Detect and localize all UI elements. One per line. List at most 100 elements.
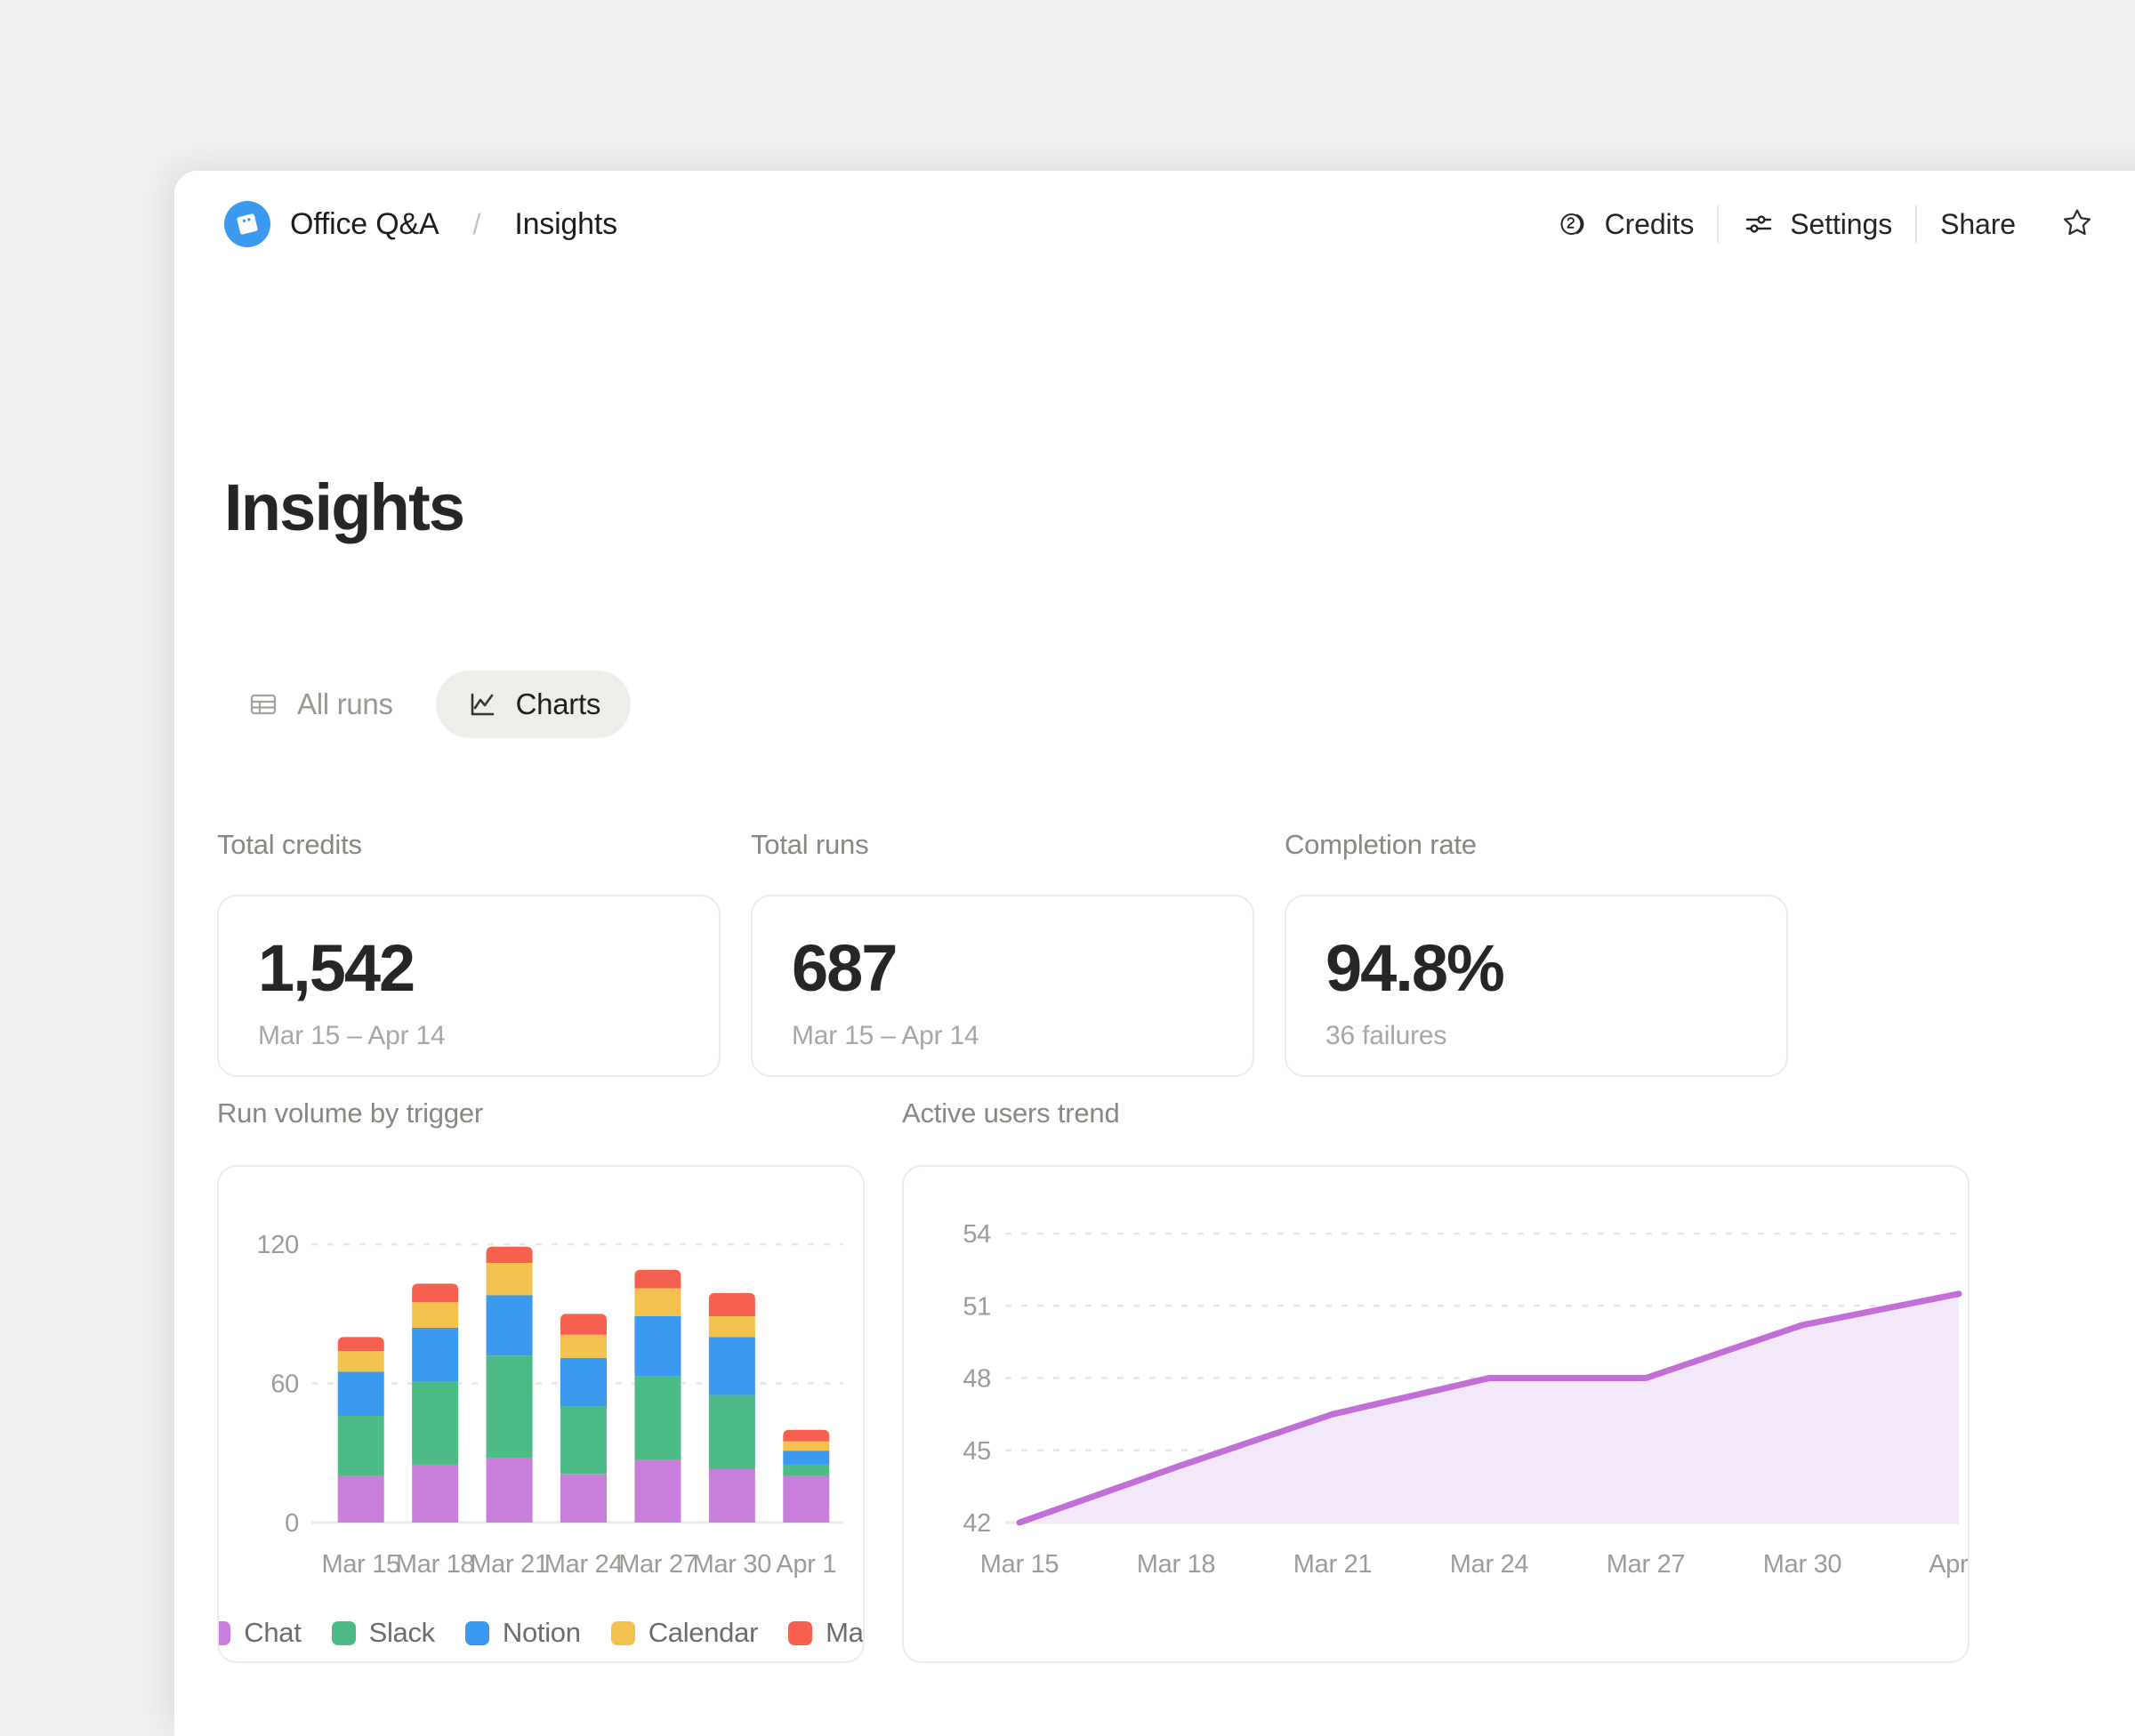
bar-segment	[560, 1474, 607, 1523]
bar-segment	[634, 1315, 681, 1377]
sliders-icon	[1742, 207, 1776, 241]
credits-button[interactable]: Credits	[1534, 207, 1718, 241]
bar-segment	[337, 1351, 384, 1372]
bar-x-tick: Mar 24	[544, 1550, 624, 1579]
favorite-button[interactable]	[2039, 204, 2115, 245]
bar-x-tick: Apr 1	[776, 1550, 836, 1579]
table-icon	[247, 688, 279, 720]
stat-completion-rate: Completion rate 94.8% 36 failures	[1285, 829, 1788, 1077]
bar-segment	[783, 1475, 830, 1523]
legend-swatch	[331, 1620, 356, 1645]
bar-x-tick: Mar 30	[693, 1550, 771, 1579]
tab-charts[interactable]: Charts	[435, 671, 632, 738]
legend-item[interactable]: Slack	[331, 1617, 436, 1649]
line-chart-card[interactable]: 42 45 48 51 54 Mar 15 Mar 18 Mar 21 Mar 24 Mar 27…	[902, 1165, 1970, 1663]
bar-segment	[412, 1283, 459, 1303]
line-y-tick: 51	[963, 1292, 991, 1321]
stat-label: Total runs	[751, 829, 869, 860]
line-x-tick: Mar 24	[1450, 1550, 1529, 1579]
breadcrumb-page[interactable]: Insights	[514, 206, 617, 241]
legend-item[interactable]: Notion	[464, 1617, 581, 1649]
bar-segment	[783, 1451, 830, 1465]
legend-label: Calendar	[648, 1617, 759, 1648]
line-x-tick: Mar 27	[1607, 1550, 1685, 1579]
share-button[interactable]: Share	[1917, 208, 2039, 241]
breadcrumb-workspace[interactable]: Office Q&A	[290, 206, 439, 241]
share-label: Share	[1940, 207, 2016, 240]
bar-segment	[634, 1376, 681, 1460]
bar-y-tick: 0	[285, 1509, 299, 1538]
legend-label: Slack	[368, 1617, 436, 1648]
line-x-tick: Mar 30	[1763, 1550, 1841, 1579]
bar-segment	[412, 1327, 459, 1381]
breadcrumb: Office Q&A / Insights	[224, 201, 617, 247]
stat-total-credits: Total credits 1,542 Mar 15 – Apr 14	[217, 829, 721, 1077]
bar-segment	[560, 1406, 607, 1475]
topbar-divider-2	[1915, 205, 1918, 243]
legend-item[interactable]: Chat	[219, 1617, 302, 1649]
legend-label: Chat	[244, 1617, 302, 1648]
area-fill	[1019, 1293, 1959, 1523]
more-options-button[interactable]	[2115, 213, 2135, 236]
line-y-tick: 54	[963, 1220, 991, 1249]
bar-segment	[412, 1380, 459, 1465]
stat-cards: Total credits 1,542 Mar 15 – Apr 14 Tota…	[217, 829, 1788, 1077]
coin-icon	[1557, 207, 1591, 241]
bar-segment	[560, 1357, 607, 1407]
bar-x-tick: Mar 15	[321, 1550, 399, 1579]
bar-segment	[634, 1459, 681, 1523]
app-window: Office Q&A / Insights Credits	[174, 171, 2135, 1736]
bar-segment	[708, 1315, 755, 1338]
stat-value: 94.8%	[1325, 931, 1505, 1005]
legend-label: Notion	[502, 1617, 581, 1648]
topbar-divider-1	[1717, 205, 1720, 243]
bar-segment	[337, 1371, 384, 1417]
bar-segment	[783, 1441, 830, 1451]
bar-segment	[560, 1334, 607, 1358]
stat-value: 1,542	[258, 931, 415, 1005]
page-title: Insights	[224, 470, 465, 544]
bar-chart-card[interactable]: 0 60 120 Mar 15 Mar 18 Mar 21 Mar 24 Mar 27 Mar …	[217, 1165, 865, 1663]
line-y-tick: 45	[963, 1437, 991, 1466]
line-x-tick: Mar 15	[980, 1550, 1059, 1579]
breadcrumb-separator: /	[472, 207, 481, 240]
stat-card[interactable]: 1,542 Mar 15 – Apr 14	[217, 895, 721, 1077]
legend-item[interactable]: Mail	[788, 1617, 864, 1649]
chart-active-users: Active users trend 42 45 48 51 54 Mar 15 Mar 1…	[902, 1097, 1970, 1663]
bar-segment	[486, 1295, 533, 1356]
bar-segment	[634, 1288, 681, 1316]
line-chart-icon	[466, 688, 498, 720]
legend-swatch	[464, 1620, 489, 1645]
stat-card[interactable]: 94.8% 36 failures	[1285, 895, 1788, 1077]
bar-segment	[708, 1394, 755, 1470]
bar-segment	[486, 1355, 533, 1458]
stat-subtext: 36 failures	[1325, 1021, 1447, 1050]
star-icon	[2058, 204, 2096, 245]
legend-swatch	[610, 1620, 635, 1645]
legend-label: Mail	[826, 1617, 864, 1648]
bar-segment	[337, 1475, 384, 1523]
settings-button[interactable]: Settings	[1719, 207, 1915, 241]
bar-y-tick: 60	[270, 1370, 299, 1399]
trend-line	[1016, 1290, 1962, 1526]
bar-segment	[708, 1469, 755, 1523]
settings-label: Settings	[1790, 207, 1893, 240]
line-chart-svg: 42 45 48 51 54 Mar 15 Mar 18 Mar 21 Mar 24 Mar 27…	[963, 1220, 1968, 1579]
tab-charts-label: Charts	[515, 687, 601, 720]
topbar: Office Q&A / Insights Credits	[174, 171, 2135, 277]
tab-all-runs[interactable]: All runs	[217, 671, 423, 738]
stat-value: 687	[792, 931, 898, 1005]
bar-segment	[412, 1464, 459, 1523]
line-x-tick: Mar 18	[1137, 1550, 1215, 1579]
legend-item[interactable]: Calendar	[610, 1617, 759, 1649]
credits-label: Credits	[1604, 207, 1695, 240]
line-x-tick: Apr 1	[1929, 1550, 1968, 1579]
bar-segment	[486, 1262, 533, 1296]
bar-segment	[708, 1337, 755, 1395]
stat-card[interactable]: 687 Mar 15 – Apr 14	[751, 895, 1254, 1077]
topbar-actions: Credits Settings Share	[1534, 204, 2135, 245]
bar-x-tick: Mar 27	[618, 1550, 697, 1579]
bar-segment	[634, 1269, 681, 1289]
bar-x-tick: Mar 21	[470, 1550, 548, 1579]
bar-x-tick: Mar 18	[396, 1550, 474, 1579]
